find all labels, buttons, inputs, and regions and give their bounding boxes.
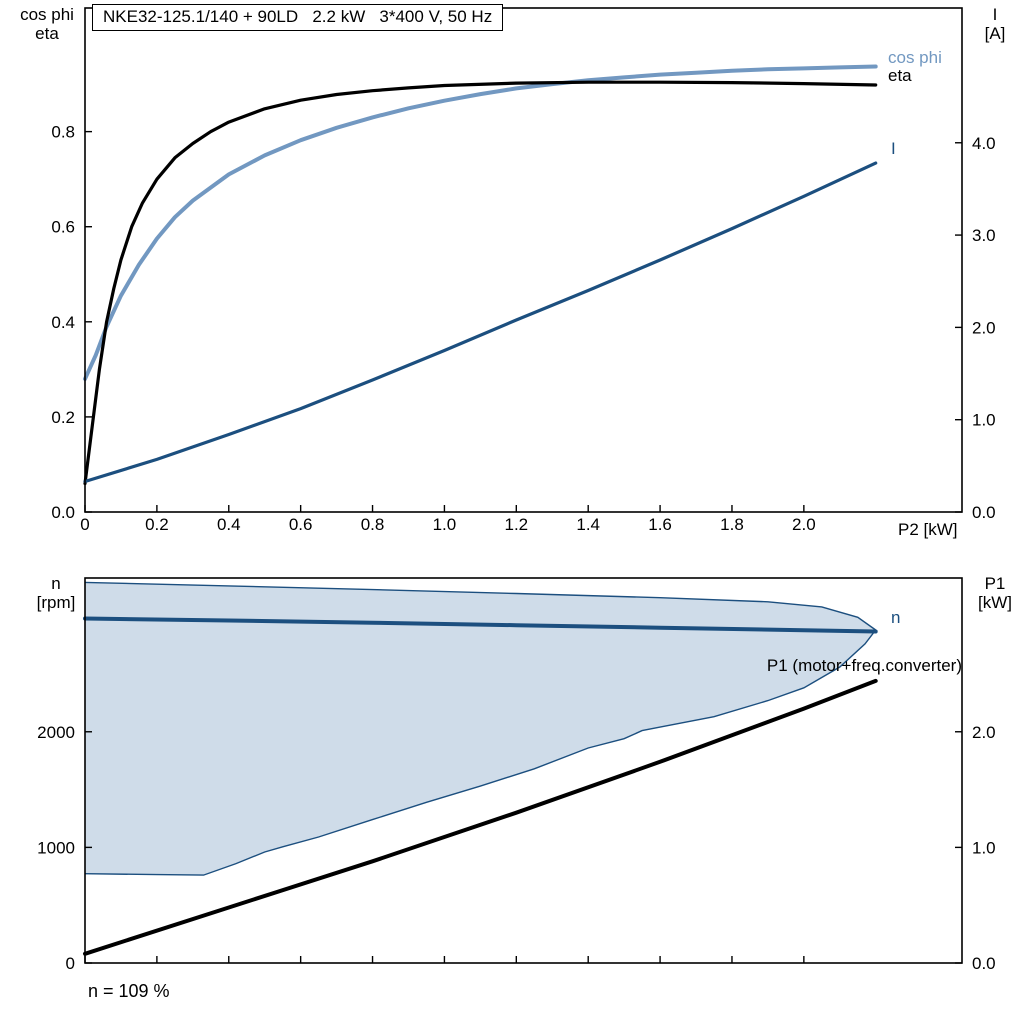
x-tick-label: 0.4 [217, 515, 241, 534]
plot-frame [84, 7, 963, 513]
left-tick-label: 0.6 [51, 218, 75, 237]
x-tick-label: 2.0 [792, 515, 816, 534]
curve-label-I: I [891, 139, 896, 158]
right-tick-label: 1.0 [972, 411, 996, 430]
speed-band-fill [85, 582, 876, 876]
right-tick-label: 2.0 [972, 318, 996, 337]
left-tick-label: 0.2 [51, 408, 75, 427]
speed-band-upper-edge [84, 581, 877, 631]
x-tick-label: 0.2 [145, 515, 169, 534]
right-axis-title-power: P1 [kW] [978, 574, 1012, 612]
x-tick-label: 0.8 [361, 515, 385, 534]
left-tick-label: 2000 [37, 723, 75, 742]
speed-percentage-note: n = 109 % [88, 981, 170, 1001]
x-tick-label: 1.2 [504, 515, 528, 534]
curve-I [83, 161, 878, 484]
x-tick-label: 0 [80, 515, 89, 534]
x-tick-label: 1.8 [720, 515, 744, 534]
x-tick-label: 0.6 [289, 515, 313, 534]
left-tick-label: 0.4 [51, 313, 75, 332]
curve-label-cosphi: cos phi [888, 48, 942, 67]
x-axis-unit-label: P2 [kW] [898, 520, 958, 539]
left-axis-title-speed: n [rpm] [36, 574, 76, 612]
left-tick-label: 0.0 [51, 503, 75, 522]
curve-eta [83, 80, 878, 486]
right-axis-title-current: I [A] [984, 5, 1006, 43]
right-tick-label: 0.0 [972, 503, 996, 522]
speed-band-lower-edge [84, 629, 877, 876]
curve-P1 [83, 678, 878, 956]
right-tick-label: 3.0 [972, 226, 996, 245]
x-tick-label: 1.6 [648, 515, 672, 534]
curve-cosphi [83, 64, 878, 381]
right-tick-label: 2.0 [972, 723, 996, 742]
right-tick-label: 0.0 [972, 954, 996, 973]
right-tick-label: 4.0 [972, 134, 996, 153]
curve-label-P1: P1 (motor+freq.converter) [767, 656, 962, 675]
left-tick-label: 0 [66, 954, 75, 973]
right-tick-label: 1.0 [972, 838, 996, 857]
chart-title: NKE32-125.1/140 + 90LD 2.2 kW 3*400 V, 5… [92, 4, 504, 31]
left-axis-title-cosphi-eta: cos phi eta [20, 5, 74, 43]
x-tick-label: 1.4 [576, 515, 600, 534]
x-tick-label: 1.0 [433, 515, 457, 534]
curve-label-n: n [891, 608, 900, 627]
left-tick-label: 0.8 [51, 123, 75, 142]
left-tick-label: 1000 [37, 838, 75, 857]
curve-n [83, 616, 878, 634]
curve-label-eta: eta [888, 66, 912, 85]
plot-frame [84, 577, 963, 964]
